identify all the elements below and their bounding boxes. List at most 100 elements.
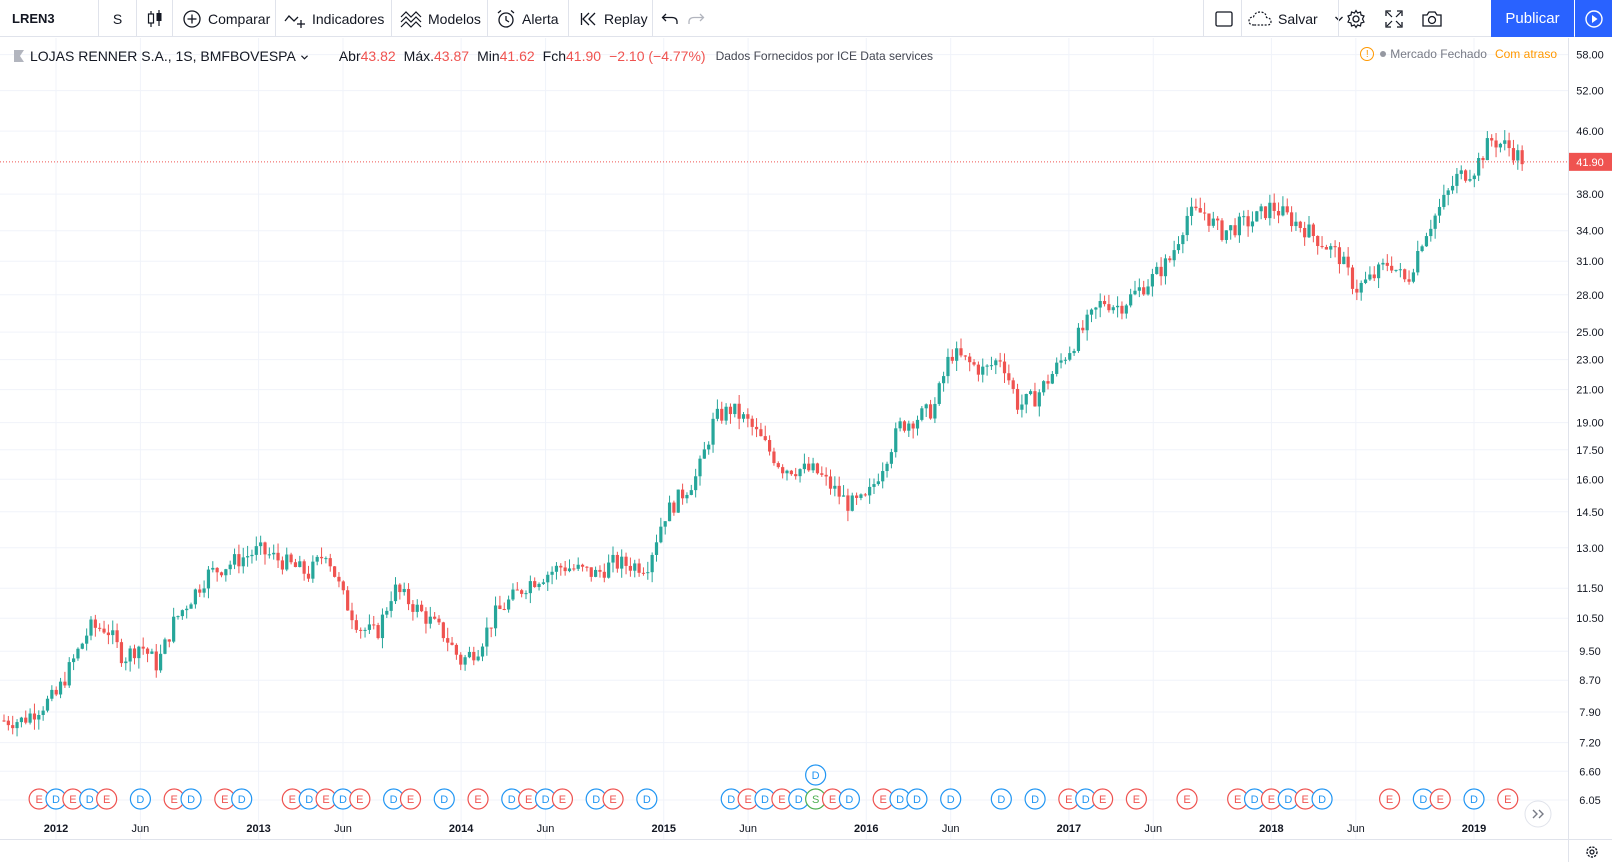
event-marker[interactable]: E <box>1092 788 1114 810</box>
symbol-label: LREN3 <box>12 11 55 26</box>
event-marker[interactable]: E <box>349 788 371 810</box>
candle <box>1150 268 1154 297</box>
event-marker[interactable]: D <box>1024 788 1046 810</box>
scroll-to-realtime-button[interactable] <box>1524 800 1552 828</box>
publish-button[interactable]: Publicar <box>1491 0 1574 37</box>
event-marker[interactable]: E <box>1497 788 1519 810</box>
toolbar-divider <box>172 0 173 37</box>
event-marker[interactable]: D <box>180 788 202 810</box>
snapshot-button[interactable] <box>1417 0 1447 37</box>
templates-icon <box>400 9 422 29</box>
time-axis[interactable]: 2012 Jun 2013 Jun 2014 Jun 2015 Jun 2016 Jun 2017 J… <box>44 823 1486 835</box>
event-marker[interactable]: E <box>467 788 489 810</box>
event-marker[interactable]: E <box>602 788 624 810</box>
legend-chevron-down-icon[interactable] <box>300 48 309 64</box>
event-marker[interactable]: D <box>45 788 67 810</box>
candle <box>1033 382 1037 407</box>
event-marker[interactable]: D <box>990 788 1012 810</box>
rewind-icon <box>580 11 598 27</box>
price-axis[interactable]: 58.00 52.00 46.00 41.90 38.00 34.00 31.00 28.00… <box>1569 50 1612 807</box>
candle <box>876 473 880 486</box>
event-marker[interactable]: E <box>872 788 894 810</box>
event-marker[interactable]: E <box>399 788 422 810</box>
candle <box>1124 303 1128 319</box>
event-marker[interactable]: D <box>906 788 928 810</box>
event-marker[interactable]: E <box>551 788 574 810</box>
candle <box>298 555 302 568</box>
candle <box>1194 198 1198 211</box>
event-marker[interactable]: E <box>96 788 118 810</box>
event-marker[interactable]: E <box>1378 788 1401 810</box>
candle <box>728 403 733 424</box>
candle <box>1450 175 1455 194</box>
candle <box>259 535 263 555</box>
templates-button[interactable]: Modelos <box>400 0 484 37</box>
market-status[interactable]: ! Mercado Fechado Com atraso <box>1360 47 1557 61</box>
event-marker[interactable]: D <box>754 788 776 810</box>
event-marker[interactable]: D <box>1243 788 1266 810</box>
candle <box>1011 377 1015 394</box>
event-marker[interactable]: D <box>129 788 152 810</box>
candle <box>493 596 498 637</box>
candle <box>1355 279 1359 301</box>
save-button[interactable]: Salvar <box>1248 0 1343 37</box>
time-axis-settings-button[interactable] <box>1586 846 1598 858</box>
event-marker[interactable]: D <box>940 788 962 810</box>
undo-button[interactable] <box>660 0 680 37</box>
candle <box>24 710 28 725</box>
event-marker[interactable]: E <box>1125 788 1147 810</box>
candle <box>802 453 806 474</box>
candle <box>63 671 67 688</box>
candle <box>955 341 959 371</box>
event-letter: E <box>1302 794 1309 806</box>
candle <box>1298 220 1302 233</box>
candle <box>1485 131 1489 161</box>
replay-button[interactable]: Replay <box>580 0 652 37</box>
candle <box>111 620 115 645</box>
event-marker[interactable]: D <box>636 788 658 810</box>
alert-button[interactable]: Alerta <box>496 0 566 37</box>
event-marker[interactable]: E <box>1429 788 1451 810</box>
candle <box>1503 130 1507 151</box>
candle <box>820 466 824 477</box>
legend-symbol-title[interactable]: LOJAS RENNER S.A., 1S, BMFBOVESPA <box>30 48 296 64</box>
candle <box>659 517 663 544</box>
redo-button[interactable] <box>686 0 706 37</box>
interval-button[interactable]: S <box>99 0 136 37</box>
price-chart[interactable]: 58.00 52.00 46.00 41.90 38.00 34.00 31.00 28.00… <box>0 38 1612 862</box>
event-marker[interactable]: E <box>28 788 50 810</box>
candle <box>15 719 19 737</box>
candle <box>219 571 224 578</box>
publish-video-button[interactable] <box>1575 0 1612 37</box>
compare-button[interactable]: Comparar <box>182 0 272 37</box>
event-marker[interactable]: D <box>1311 788 1333 810</box>
event-letter: D <box>390 794 398 806</box>
candle <box>1085 309 1089 341</box>
event-marker[interactable]: D <box>231 788 253 810</box>
legend-low-label: Min <box>477 48 500 64</box>
event-marker[interactable]: E <box>163 788 185 810</box>
candle <box>1055 357 1059 377</box>
event-marker[interactable]: D <box>332 788 354 810</box>
settings-button[interactable] <box>1342 0 1370 37</box>
event-letter: D <box>812 770 820 782</box>
candle <box>1081 320 1085 334</box>
event-marker[interactable]: D <box>1277 788 1299 810</box>
price-tick-label: 25.00 <box>1576 327 1604 339</box>
event-marker-stacked[interactable]: D <box>805 764 827 786</box>
event-marker[interactable]: D <box>433 788 455 810</box>
event-marker[interactable]: E <box>1176 788 1198 810</box>
candle <box>937 381 941 406</box>
indicators-button[interactable]: Indicadores <box>284 0 388 37</box>
event-marker[interactable]: D <box>838 788 861 810</box>
fullscreen-button[interactable] <box>1380 0 1408 37</box>
event-marker[interactable]: D <box>79 788 101 810</box>
layout-button[interactable] <box>1210 0 1238 37</box>
symbol-search-button[interactable]: LREN3 <box>12 0 98 37</box>
candle <box>855 492 859 505</box>
candle <box>98 623 102 632</box>
candle <box>972 359 976 367</box>
chart-style-button[interactable] <box>137 0 172 37</box>
event-marker[interactable]: D <box>1463 788 1485 810</box>
undo-icon <box>661 11 679 27</box>
